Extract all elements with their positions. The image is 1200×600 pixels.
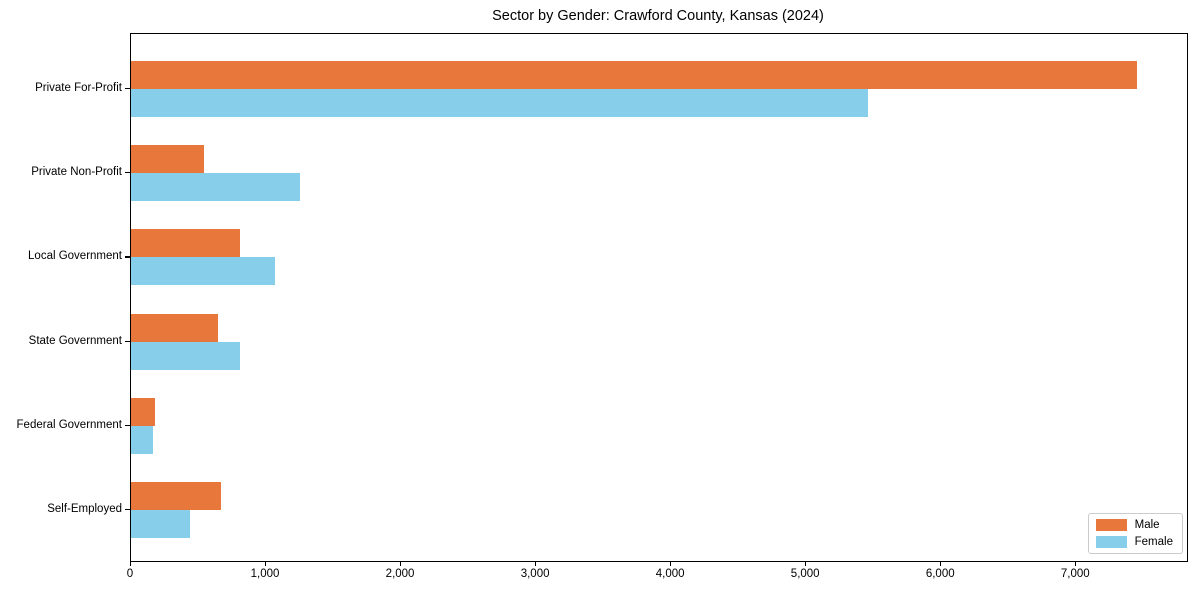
legend: Male Female [1087,513,1183,554]
ytick-label: Private Non-Profit [31,166,122,179]
bar-male-5 [131,482,222,510]
xtick-mark [1075,561,1077,566]
xtick-label: 2,000 [385,568,415,580]
bar-female-5 [131,510,190,538]
ytick-mark [125,340,130,342]
legend-swatch-female [1095,536,1127,548]
ytick-mark [125,88,130,90]
chart-title: Sector by Gender: Crawford County, Kansa… [492,8,824,24]
xtick-mark [265,561,267,566]
ytick-label: Local Government [28,250,122,263]
bar-female-1 [131,173,301,202]
xtick-mark [670,561,672,566]
xtick-mark [940,561,942,566]
ytick-mark [125,256,130,258]
xtick-label: 3,000 [520,568,550,580]
xtick-label: 0 [126,568,134,580]
xtick-mark [535,561,537,566]
xtick-label: 5,000 [790,568,820,580]
bar-male-1 [131,145,204,174]
ytick-mark [125,172,130,174]
xtick-label: 7,000 [1060,568,1090,580]
xtick-label: 1,000 [250,568,280,580]
ytick-label: Self-Employed [47,503,122,515]
bar-male-0 [131,61,1138,89]
ytick-mark [125,509,130,511]
xtick-mark [805,561,807,566]
xtick-mark [130,561,132,566]
bar-female-2 [131,257,275,286]
xtick-mark [400,561,402,566]
xtick-label: 4,000 [655,568,685,580]
bar-male-4 [131,397,155,426]
legend-label-female: Female [1134,536,1173,548]
ytick-label: Federal Government [16,418,122,431]
ytick-label: Private For-Profit [35,82,122,94]
legend-label-male: Male [1134,519,1160,531]
bar-female-0 [131,89,868,117]
xtick-label: 6,000 [925,568,955,580]
bar-female-3 [131,341,240,370]
ytick-label: State Government [28,334,122,347]
legend-item-male: Male [1095,519,1173,531]
legend-item-female: Female [1095,536,1173,548]
bar-male-2 [131,229,240,258]
ytick-mark [125,424,130,426]
legend-swatch-male [1095,519,1127,531]
plot-area: Male Female [130,33,1188,562]
bar-male-3 [131,313,219,342]
bar-female-4 [131,425,154,454]
